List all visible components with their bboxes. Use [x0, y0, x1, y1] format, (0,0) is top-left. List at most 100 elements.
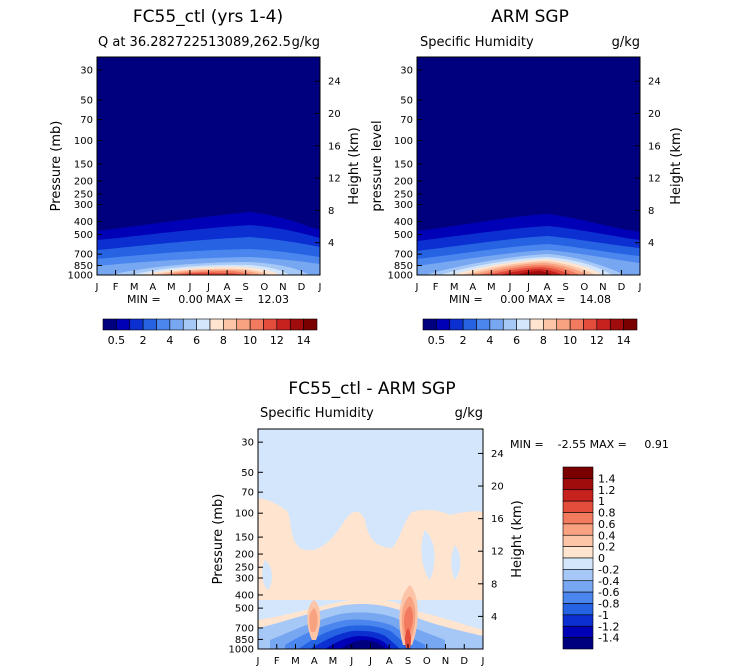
colorbar-swatch: [249, 318, 264, 331]
month-tick-label: J: [318, 282, 322, 293]
colorbar-label: 10: [563, 334, 577, 347]
panel2-colorbar: 0.5 2 4 6 8 10 12 14: [422, 318, 638, 347]
colorbar-label: 1.2: [598, 484, 616, 497]
height-tick-label: 12: [328, 174, 341, 185]
colorbar-label: 0.5: [108, 334, 126, 347]
colorbar-swatch: [562, 523, 594, 536]
height-tick-label: 12: [491, 547, 504, 558]
month-tick-label: J: [481, 656, 485, 667]
pressure-tick-label: 1000: [229, 645, 254, 656]
panel2-height-ticks: 24 20 16 12 8 4: [635, 77, 661, 249]
colorbar-swatch: [289, 318, 304, 331]
panel2-title: ARM SGP: [491, 7, 569, 27]
month-tick-label: M: [329, 656, 338, 667]
month-tick-label: J: [206, 282, 210, 293]
colorbar-swatch: [142, 318, 157, 331]
panel2-stats: MIN = 0.00 MAX = 14.08: [449, 293, 611, 306]
pressure-tick-label: 500: [394, 230, 413, 241]
month-tick-label: M: [130, 282, 139, 293]
panel2-field: [417, 57, 640, 275]
month-tick-label: J: [368, 656, 372, 667]
colorbar-swatch: [562, 489, 594, 502]
panel1-subtitle-right: g/kg: [292, 35, 320, 50]
pressure-tick-label: 70: [400, 115, 413, 126]
pressure-tick-label: 70: [80, 115, 93, 126]
colorbar-swatch: [583, 318, 598, 331]
month-tick-label: A: [386, 656, 393, 667]
month-tick-label: J: [526, 282, 530, 293]
panel3-ylabel-right: Height (km): [510, 500, 525, 577]
pressure-tick-label: 50: [241, 468, 254, 479]
panel3-ylabel: Pressure (mb): [211, 494, 226, 585]
colorbar-swatch: [236, 318, 251, 331]
pressure-tick-label: 300: [394, 200, 413, 211]
colorbar-label: 0: [598, 552, 605, 565]
colorbar-swatch: [529, 318, 544, 331]
colorbar-swatch: [462, 318, 477, 331]
colorbar-swatch: [562, 557, 594, 570]
pressure-tick-label: 250: [74, 189, 93, 200]
pressure-tick-label: 200: [394, 176, 413, 187]
month-tick-label: O: [260, 282, 268, 293]
month-tick-label: S: [405, 656, 411, 667]
colorbar-swatch: [223, 318, 238, 331]
colorbar-label: 8: [540, 334, 547, 347]
height-tick-label: 24: [328, 77, 341, 88]
pressure-tick-label: 100: [394, 136, 413, 147]
month-tick-label: N: [279, 282, 286, 293]
pressure-tick-label: 100: [74, 136, 93, 147]
colorbar-swatch: [129, 318, 144, 331]
pressure-tick-label: 500: [74, 230, 93, 241]
colorbar-swatch: [543, 318, 558, 331]
height-tick-label: 24: [491, 449, 504, 460]
panel1-subtitle-left: Q at 36.282722513089,262.5: [98, 35, 291, 50]
colorbar-swatch: [596, 318, 611, 331]
pressure-tick-label: 300: [235, 573, 254, 584]
colorbar-swatch: [562, 478, 594, 491]
colorbar-swatch: [476, 318, 491, 331]
panel-arm: ARM SGP Specific Humidity g/kg 305070100…: [370, 7, 684, 347]
height-tick-label: 16: [328, 141, 341, 152]
colorbar-label: 4: [486, 334, 493, 347]
panel2-ylabel: pressure level: [370, 120, 385, 211]
panel3-subtitle-right: g/kg: [455, 406, 483, 421]
pressure-tick-label: 400: [235, 590, 254, 601]
colorbar-label: 1: [598, 495, 605, 508]
colorbar-swatch: [562, 466, 594, 479]
panel1-field: [97, 57, 320, 275]
pressure-tick-label: 500: [235, 604, 254, 615]
colorbar-swatch: [516, 318, 531, 331]
colorbar-label: 12: [590, 334, 604, 347]
colorbar-swatch: [562, 546, 594, 559]
colorbar-label: -1.4: [598, 632, 619, 645]
colorbar-swatch: [569, 318, 584, 331]
colorbar-swatch: [182, 318, 197, 331]
panel2-subtitle-left: Specific Humidity: [420, 35, 534, 50]
month-tick-label: S: [562, 282, 568, 293]
pressure-tick-label: 850: [394, 261, 413, 272]
colorbar-label: 2: [140, 334, 147, 347]
pressure-tick-label: 250: [235, 563, 254, 574]
pressure-tick-label: 850: [74, 261, 93, 272]
panel-difference: FC55_ctl - ARM SGP Specific Humidity g/k…: [211, 379, 669, 667]
pressure-tick-label: 700: [394, 250, 413, 261]
colorbar-label: -0.4: [598, 575, 619, 588]
colorbar-label: 12: [270, 334, 284, 347]
pressure-tick-label: 250: [394, 189, 413, 200]
panel1-height-ticks: 24 20 16 12 8 4: [315, 77, 341, 249]
month-tick-label: A: [149, 282, 156, 293]
height-tick-label: 4: [648, 238, 654, 249]
panel3-colorbar: 1.41.210.80.60.40.20-0.2-0.4-0.6-0.8-1-1…: [562, 466, 619, 650]
month-tick-label: M: [450, 282, 459, 293]
colorbar-swatch: [562, 512, 594, 525]
height-tick-label: 8: [491, 579, 497, 590]
colorbar-swatch: [102, 318, 117, 331]
month-tick-label: J: [349, 656, 353, 667]
colorbar-label: 8: [220, 334, 227, 347]
height-tick-label: 16: [491, 514, 504, 525]
colorbar-swatch: [502, 318, 517, 331]
